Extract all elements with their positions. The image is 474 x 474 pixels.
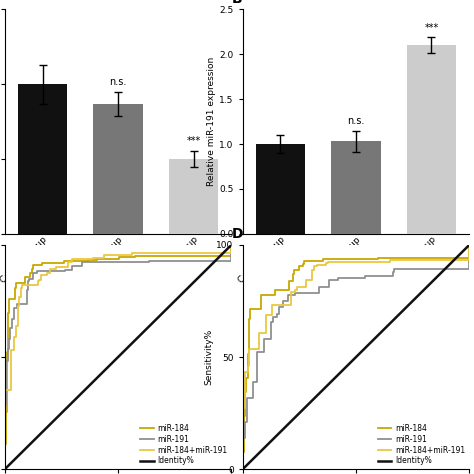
Text: n.s.: n.s. (109, 77, 127, 87)
Bar (169, 159, 218, 234)
Bar (18, 84, 67, 234)
Y-axis label: Relative miR-191 expression: Relative miR-191 expression (208, 57, 217, 186)
Bar (256, 144, 305, 234)
Text: n.s.: n.s. (347, 116, 365, 126)
Bar (93, 104, 143, 234)
Text: B: B (231, 0, 242, 6)
Text: ***: *** (424, 23, 438, 33)
Legend: miR-184, miR-191, miR-184+miR-191, Identity%: miR-184, miR-191, miR-184+miR-191, Ident… (140, 424, 228, 465)
Text: ***: *** (186, 137, 201, 146)
Text: D: D (231, 227, 243, 241)
Legend: miR-184, miR-191, miR-184+miR-191, Identity%: miR-184, miR-191, miR-184+miR-191, Ident… (378, 424, 465, 465)
Bar (331, 141, 381, 234)
Bar (407, 46, 456, 234)
Y-axis label: Sensitivity%: Sensitivity% (205, 329, 214, 385)
